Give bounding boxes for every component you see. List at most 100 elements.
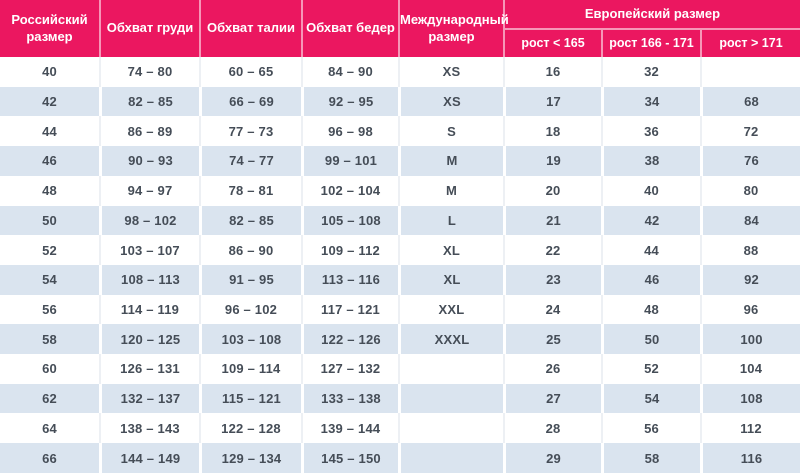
table-row: 40 74 – 80 60 – 65 84 – 90 XS 16 32	[0, 57, 800, 87]
cell-russian-size: 40	[0, 57, 99, 87]
table-row: 52 103 – 107 86 – 90 109 – 112 XL 22 44 88	[0, 235, 800, 265]
cell-height-166-171: 32	[601, 57, 700, 87]
header-height-lt-165: рост < 165	[503, 28, 601, 57]
cell-height-gt-171: 108	[700, 383, 800, 414]
cell-waist: 77 – 73	[199, 116, 301, 147]
cell-hips: 139 – 144	[301, 413, 398, 444]
header-european-size-group: Европейский размер	[503, 0, 800, 28]
cell-chest: 114 – 119	[99, 294, 199, 325]
table-row: 54 108 – 113 91 – 95 113 – 116 XL 23 46 92	[0, 264, 800, 295]
cell-height-gt-171: 104	[700, 354, 800, 384]
cell-hips: 96 – 98	[301, 116, 398, 147]
cell-international-size	[398, 383, 503, 414]
header-row-main: Российский размер Обхват груди Обхват та…	[0, 0, 800, 57]
cell-waist: 122 – 128	[199, 413, 301, 444]
cell-hips: 105 – 108	[301, 205, 398, 236]
header-height-gt-171: рост > 171	[700, 28, 800, 57]
header-international-size: Международный размер	[398, 0, 509, 57]
cell-russian-size: 48	[0, 175, 99, 206]
cell-international-size: XS	[398, 86, 503, 117]
header-height-166-171: рост 166 - 171	[601, 28, 700, 57]
header-waist: Обхват талии	[199, 0, 301, 57]
cell-waist: 115 – 121	[199, 383, 301, 414]
cell-hips: 127 – 132	[301, 354, 398, 384]
table-row: 56 114 – 119 96 – 102 117 – 121 XXL 24 48 96	[0, 294, 800, 325]
table-row: 50 98 – 102 82 – 85 105 – 108 L 21 42 84	[0, 205, 800, 236]
cell-russian-size: 42	[0, 86, 99, 117]
cell-international-size: M	[398, 146, 503, 176]
cell-hips: 99 – 101	[301, 146, 398, 176]
cell-international-size: S	[398, 116, 503, 147]
cell-russian-size: 44	[0, 116, 99, 147]
cell-height-gt-171: 112	[700, 413, 800, 444]
cell-chest: 82 – 85	[99, 86, 199, 117]
table-row: 66 144 – 149 129 – 134 145 – 150 29 58 116	[0, 443, 800, 473]
table-row: 62 132 – 137 115 – 121 133 – 138 27 54 108	[0, 383, 800, 414]
cell-height-gt-171: 100	[700, 324, 800, 355]
cell-waist: 103 – 108	[199, 324, 301, 355]
cell-height-lt-165: 23	[503, 264, 601, 295]
cell-height-166-171: 38	[601, 146, 700, 176]
cell-chest: 132 – 137	[99, 383, 199, 414]
cell-height-lt-165: 19	[503, 146, 601, 176]
cell-height-lt-165: 21	[503, 205, 601, 236]
cell-russian-size: 60	[0, 354, 99, 384]
cell-height-166-171: 58	[601, 443, 700, 473]
table-row: 42 82 – 85 66 – 69 92 – 95 XS 17 34 68	[0, 86, 800, 117]
cell-height-166-171: 36	[601, 116, 700, 147]
cell-height-lt-165: 24	[503, 294, 601, 325]
table-row: 48 94 – 97 78 – 81 102 – 104 M 20 40 80	[0, 175, 800, 206]
cell-russian-size: 50	[0, 205, 99, 236]
cell-height-166-171: 48	[601, 294, 700, 325]
table-body: 40 74 – 80 60 – 65 84 – 90 XS 16 32 42 82 – 85 66…	[0, 57, 800, 473]
cell-height-166-171: 56	[601, 413, 700, 444]
cell-height-166-171: 42	[601, 205, 700, 236]
cell-height-166-171: 54	[601, 383, 700, 414]
cell-chest: 86 – 89	[99, 116, 199, 147]
table-row: 58 120 – 125 103 – 108 122 – 126 XXXL 25 50 100	[0, 324, 800, 355]
cell-height-lt-165: 22	[503, 235, 601, 265]
cell-international-size: XL	[398, 235, 503, 265]
header-chest: Обхват груди	[99, 0, 199, 57]
cell-height-lt-165: 16	[503, 57, 601, 87]
cell-height-gt-171: 116	[700, 443, 800, 473]
cell-international-size: XS	[398, 57, 503, 87]
cell-height-lt-165: 26	[503, 354, 601, 384]
cell-international-size: XXXL	[398, 324, 503, 355]
table-header: Российский размер Обхват груди Обхват та…	[0, 0, 800, 57]
cell-international-size	[398, 354, 503, 384]
cell-height-gt-171: 76	[700, 146, 800, 176]
table-row: 46 90 – 93 74 – 77 99 – 101 M 19 38 76	[0, 146, 800, 176]
cell-international-size: XL	[398, 264, 503, 295]
cell-waist: 129 – 134	[199, 443, 301, 473]
cell-hips: 133 – 138	[301, 383, 398, 414]
cell-hips: 84 – 90	[301, 57, 398, 87]
cell-hips: 145 – 150	[301, 443, 398, 473]
cell-international-size	[398, 413, 503, 444]
cell-chest: 108 – 113	[99, 264, 199, 295]
cell-russian-size: 66	[0, 443, 99, 473]
cell-chest: 120 – 125	[99, 324, 199, 355]
cell-height-lt-165: 29	[503, 443, 601, 473]
cell-waist: 82 – 85	[199, 205, 301, 236]
cell-chest: 126 – 131	[99, 354, 199, 384]
cell-height-gt-171: 80	[700, 175, 800, 206]
cell-height-lt-165: 17	[503, 86, 601, 117]
cell-waist: 74 – 77	[199, 146, 301, 176]
cell-chest: 103 – 107	[99, 235, 199, 265]
cell-russian-size: 54	[0, 264, 99, 295]
cell-hips: 92 – 95	[301, 86, 398, 117]
cell-chest: 94 – 97	[99, 175, 199, 206]
cell-waist: 78 – 81	[199, 175, 301, 206]
cell-waist: 109 – 114	[199, 354, 301, 384]
cell-height-lt-165: 18	[503, 116, 601, 147]
cell-height-166-171: 50	[601, 324, 700, 355]
cell-height-gt-171: 72	[700, 116, 800, 147]
cell-chest: 90 – 93	[99, 146, 199, 176]
header-row-sub: рост < 165 рост 166 - 171 рост > 171	[0, 28, 800, 57]
cell-waist: 91 – 95	[199, 264, 301, 295]
cell-russian-size: 52	[0, 235, 99, 265]
table-row: 64 138 – 143 122 – 128 139 – 144 28 56 112	[0, 413, 800, 444]
cell-russian-size: 62	[0, 383, 99, 414]
